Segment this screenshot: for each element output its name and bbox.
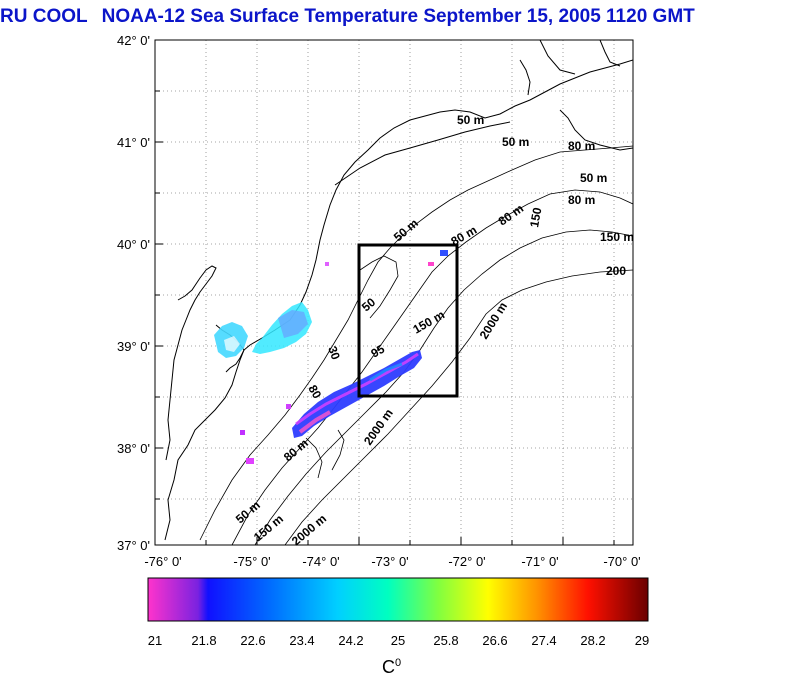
colorbar-tick-label: 21 (148, 633, 162, 648)
sst-data-patches (214, 250, 448, 464)
lon-label: -76° 0' (144, 554, 181, 569)
colorbar-tick-label: 25 (391, 633, 405, 648)
title-org: RU COOL (0, 6, 88, 27)
contour-label: 2000 m (289, 511, 329, 548)
contour-label: 150 (527, 206, 544, 228)
latitude-labels: 42° 0' 41° 0' 40° 0' 39° 0' 38° 0' 37° 0… (117, 33, 150, 553)
colorbar-tick-label: 27.4 (531, 633, 556, 648)
coastline (164, 40, 633, 541)
lat-label: 37° 0' (117, 538, 150, 553)
colorbar-tick-label: 25.8 (433, 633, 458, 648)
contour-label: 150 m (411, 307, 447, 336)
colorbar-tick-label: 24.2 (338, 633, 363, 648)
contour-label: 80 m (281, 436, 311, 464)
map-title: RU COOL NOAA-12 Sea Surface Temperature S… (0, 4, 800, 30)
contour-label: 50 m (233, 498, 263, 526)
grid-lines (155, 40, 633, 545)
map-frame (154, 39, 634, 546)
contour-label: 2000 m (361, 406, 396, 447)
lon-label: -71° 0' (521, 554, 558, 569)
unit-base: C (382, 657, 395, 677)
lat-label: 38° 0' (117, 441, 150, 456)
lat-label: 40° 0' (117, 237, 150, 252)
bathymetry-contours (199, 145, 633, 545)
study-area-box (357, 243, 459, 398)
colorbar-tick-label: 23.4 (289, 633, 314, 648)
contour-label: 80 m (568, 139, 595, 153)
colorbar-tick-label: 28.2 (580, 633, 605, 648)
contour-label: 80 m (449, 223, 480, 249)
lon-label: -75° 0' (233, 554, 270, 569)
contour-label: 80 m (496, 201, 526, 228)
contour-label: 50 m (580, 171, 607, 185)
unit-sup: 0 (395, 657, 402, 669)
contour-label: 80 (305, 383, 324, 402)
lon-label: -73° 0' (371, 554, 408, 569)
lon-label: -70° 0' (603, 554, 640, 569)
contour-label: 50 m (457, 113, 484, 127)
contour-label: 50 m (391, 216, 421, 244)
lat-label: 42° 0' (117, 33, 150, 48)
colorbar-tick-label: 22.6 (240, 633, 265, 648)
contour-label: 30 (325, 344, 343, 362)
contour-label: 200 (606, 264, 626, 278)
colorbar (147, 577, 649, 622)
contour-label: 150 m (251, 512, 286, 545)
colorbar-ticks: 21 21.8 22.6 23.4 24.2 25 25.8 26.6 27.4… (148, 633, 649, 648)
lon-label: -74° 0' (302, 554, 339, 569)
colorbar-tick-label: 29 (635, 633, 649, 648)
colorbar-tick-label: 26.6 (482, 633, 507, 648)
contour-label: 150 m (600, 230, 634, 244)
tick-marks (154, 39, 615, 545)
colorbar-unit: C0 (382, 657, 401, 678)
lat-label: 39° 0' (117, 339, 150, 354)
lon-label: -72° 0' (448, 554, 485, 569)
lat-label: 41° 0' (117, 135, 150, 150)
title-main: NOAA-12 Sea Surface Temperature Septembe… (101, 6, 695, 27)
colorbar-tick-label: 21.8 (191, 633, 216, 648)
contour-label: 50 m (502, 135, 529, 149)
contour-label: 95 (369, 342, 388, 361)
contour-label: 80 m (568, 193, 595, 207)
longitude-labels: -76° 0' -75° 0' -74° 0' -73° 0' -72° 0' … (144, 554, 640, 569)
